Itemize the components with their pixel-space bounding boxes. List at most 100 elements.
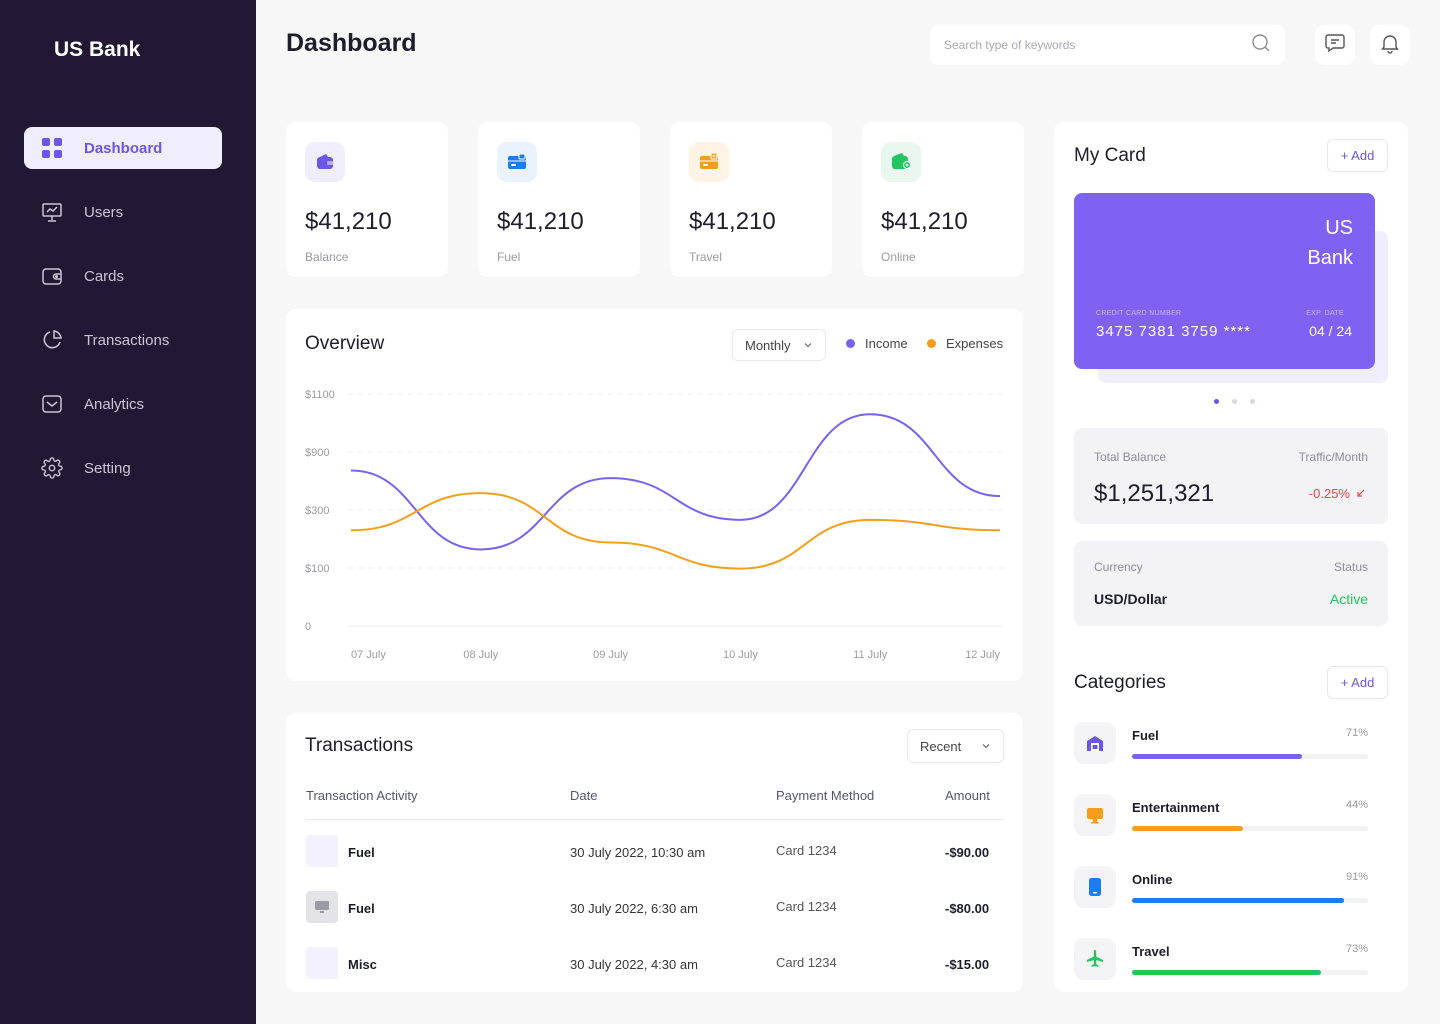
transactions-filter-select[interactable]: Recent	[907, 729, 1004, 763]
stat-label: Fuel	[497, 250, 521, 264]
categories-title: Categories	[1074, 672, 1166, 693]
bell-icon	[1379, 32, 1401, 59]
inbox-icon	[40, 392, 64, 416]
y-tick-label: 0	[305, 621, 311, 633]
card-carousel-dots[interactable]	[1214, 399, 1255, 404]
transaction-thumbnail	[306, 835, 338, 867]
category-percent: 73%	[1345, 943, 1368, 955]
search-bar[interactable]	[930, 25, 1285, 65]
series-line-income[interactable]	[350, 413, 1001, 551]
stat-value: $41,210	[881, 208, 968, 235]
y-tick-label: $100	[305, 563, 329, 575]
carousel-dot[interactable]	[1232, 399, 1237, 404]
category-item-entertainment[interactable]: Entertainment 44%	[1074, 794, 1368, 836]
credit-card[interactable]: US Bank CREDIT CARD NUMBER 3475 7381 375…	[1074, 193, 1375, 369]
stat-card-fuel[interactable]: $41,210 Fuel	[478, 122, 640, 277]
stat-label: Online	[881, 250, 916, 264]
period-select-value: Monthly	[745, 337, 791, 353]
transaction-name: Fuel	[348, 845, 375, 860]
legend-dot	[846, 339, 855, 348]
table-row[interactable]: Misc 30 July 2022, 4:30 am Card 1234 -$1…	[306, 947, 1004, 981]
table-row[interactable]: Fuel 30 July 2022, 6:30 am Card 1234 -$8…	[306, 891, 1004, 925]
status-label: Status	[1333, 560, 1368, 574]
stat-label: Balance	[305, 250, 349, 264]
sidebar-item-transactions[interactable]: Transactions	[24, 319, 222, 361]
column-header-amount[interactable]: Amount	[945, 788, 990, 803]
currency-label: Currency	[1094, 560, 1143, 574]
legend-expenses: Expenses	[927, 336, 1003, 351]
legend-label: Income	[865, 336, 908, 351]
table-divider	[306, 819, 1004, 820]
legend-dot	[927, 339, 936, 348]
search-input[interactable]	[944, 38, 1251, 52]
garage-icon	[1074, 722, 1116, 764]
legend-income: Income	[846, 336, 908, 351]
transaction-method: Card 1234	[776, 899, 837, 914]
search-icon[interactable]	[1251, 33, 1271, 58]
category-progress-track	[1132, 898, 1368, 903]
category-percent: 71%	[1345, 727, 1368, 739]
stat-card-balance[interactable]: $41,210 Balance	[286, 122, 448, 277]
transaction-amount: -$80.00	[945, 901, 990, 916]
airplane-icon	[1074, 938, 1116, 980]
card-number: 3475 7381 3759 ****	[1096, 323, 1251, 340]
transaction-date: 30 July 2022, 10:30 am	[570, 845, 706, 860]
card-bank-line1: US	[1325, 217, 1353, 239]
sidebar-item-analytics[interactable]: Analytics	[24, 383, 222, 425]
stat-card-online[interactable]: $41,210 Online	[862, 122, 1024, 277]
x-tick-label: 08 July	[463, 649, 498, 661]
transaction-amount: -$15.00	[945, 957, 990, 972]
stat-value: $41,210	[305, 208, 392, 235]
messages-button[interactable]	[1315, 25, 1355, 65]
category-progress-track	[1132, 970, 1368, 975]
add-category-button[interactable]: + Add	[1327, 666, 1388, 699]
credit-card-icon	[497, 142, 537, 182]
series-line-expenses[interactable]	[350, 492, 1001, 570]
transaction-amount: -$90.00	[945, 845, 990, 860]
total-balance-label: Total Balance	[1094, 450, 1167, 464]
notifications-button[interactable]	[1370, 25, 1410, 65]
category-item-fuel[interactable]: Fuel 71%	[1074, 722, 1368, 764]
category-percent: 91%	[1345, 871, 1368, 883]
card-exp-date: 04 / 24	[1309, 323, 1352, 339]
total-balance-value: $1,251,321	[1094, 480, 1215, 507]
column-header-activity[interactable]: Transaction Activity	[306, 788, 418, 803]
y-tick-label: $300	[305, 505, 329, 517]
column-header-payment-method[interactable]: Payment Method	[776, 788, 875, 803]
period-select[interactable]: Monthly	[732, 329, 826, 361]
sidebar-item-cards[interactable]: Cards	[24, 255, 222, 297]
grid-icon	[40, 136, 64, 160]
category-progress-track	[1132, 754, 1368, 759]
currency-value: USD/Dollar	[1094, 591, 1168, 607]
traffic-value: -0.25%	[1308, 486, 1350, 501]
brand-logo: US Bank	[54, 38, 141, 61]
stat-card-travel[interactable]: $41,210 Travel	[670, 122, 832, 277]
wallet-icon	[305, 142, 345, 182]
x-tick-label: 09 July	[593, 649, 628, 661]
transaction-thumbnail	[306, 947, 338, 979]
traffic-label: Traffic/Month	[1298, 450, 1368, 464]
add-card-button[interactable]: + Add	[1327, 139, 1388, 172]
message-icon	[1324, 32, 1346, 59]
carousel-dot[interactable]	[1250, 399, 1255, 404]
gear-icon	[40, 456, 64, 480]
card-plus-icon	[689, 142, 729, 182]
category-progress-fill	[1132, 826, 1243, 831]
sidebar-item-setting[interactable]: Setting	[24, 447, 222, 489]
category-item-online[interactable]: Online 91%	[1074, 866, 1368, 908]
category-percent: 44%	[1345, 799, 1368, 811]
card-exp-label: EXP. DATE	[1306, 310, 1344, 317]
table-row[interactable]: Fuel 30 July 2022, 10:30 am Card 1234 -$…	[306, 835, 1004, 869]
chevron-down-icon	[803, 338, 813, 353]
chevron-down-icon	[981, 739, 991, 754]
y-tick-label: $1100	[305, 389, 335, 401]
transaction-name: Fuel	[348, 901, 375, 916]
sidebar-item-users[interactable]: Users	[24, 191, 222, 233]
sidebar: US Bank Dashboard Users Cards Transactio…	[0, 0, 256, 1024]
carousel-dot[interactable]	[1214, 399, 1219, 404]
sidebar-item-dashboard[interactable]: Dashboard	[24, 127, 222, 169]
category-item-travel[interactable]: Travel 73%	[1074, 938, 1368, 980]
page-title: Dashboard	[286, 29, 417, 57]
monitor-icon	[306, 891, 338, 923]
column-header-date[interactable]: Date	[570, 788, 598, 803]
